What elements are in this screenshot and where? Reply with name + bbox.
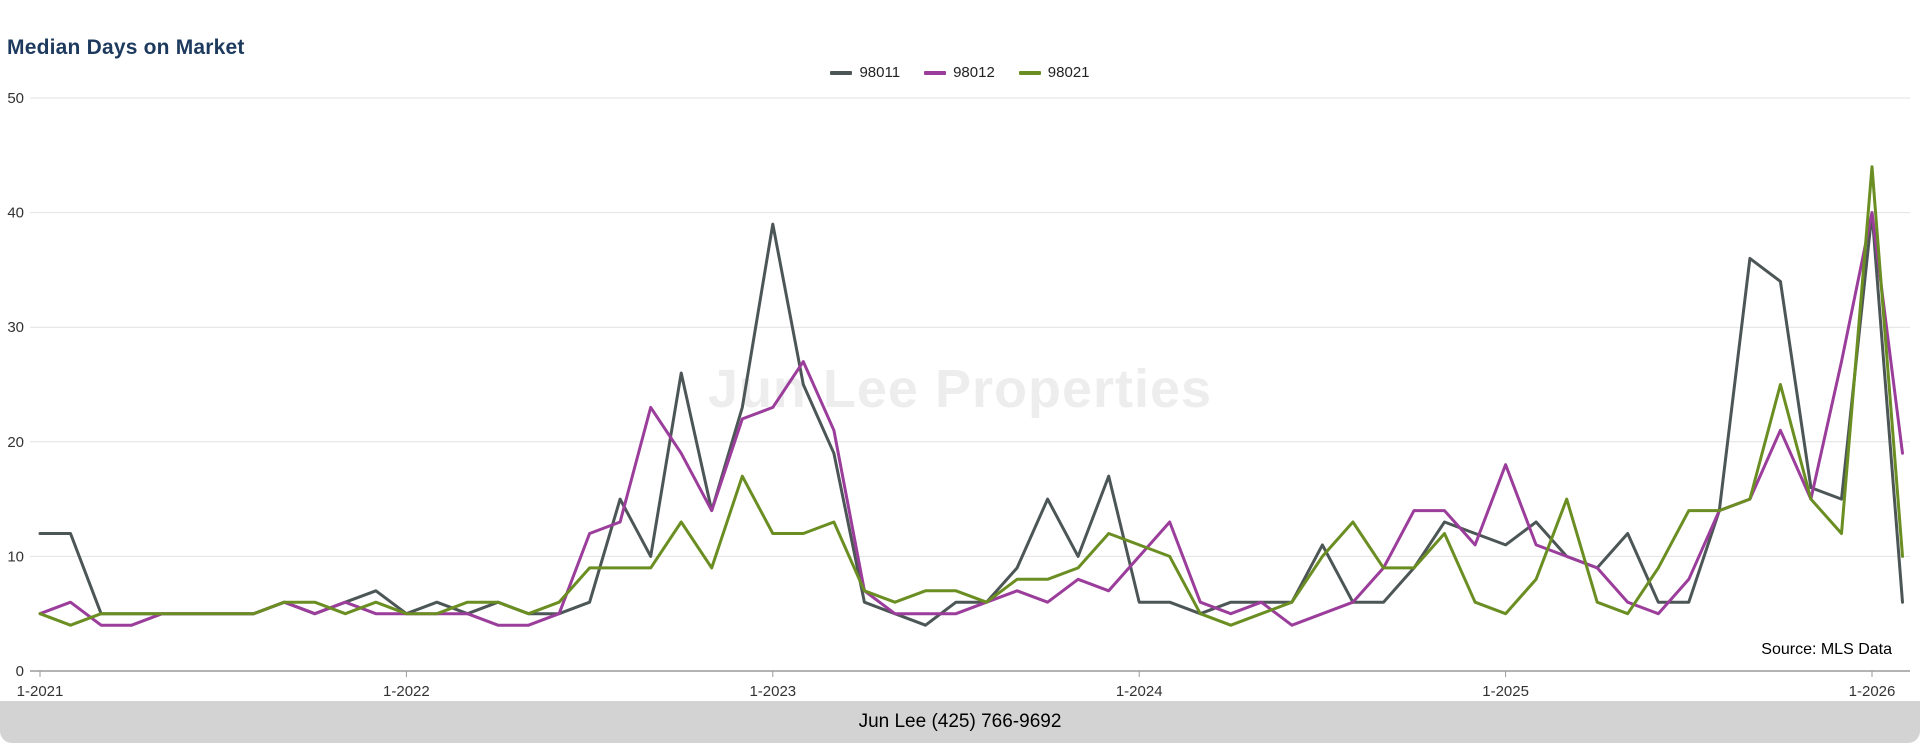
footer-contact-text: Jun Lee (425) 766-9692 [858, 711, 1062, 732]
legend-swatch-98011 [830, 70, 853, 75]
series-line-98012 [38, 211, 1904, 627]
y-tick-label: 40 [7, 205, 24, 222]
source-note: Source: MLS Data [1761, 641, 1892, 658]
watermark: Jun Lee Properties [707, 359, 1213, 419]
legend-item-98021[interactable]: 98021 [1018, 64, 1090, 81]
legend-label-98011: 98011 [859, 64, 901, 81]
x-tick-label: 1-2026 [1849, 683, 1896, 700]
legend-swatch-98021 [1018, 70, 1041, 75]
y-tick-label: 10 [7, 548, 24, 565]
legend-swatch-98012 [924, 70, 947, 75]
y-tick-label: 20 [7, 434, 24, 451]
y-tick-label: 50 [7, 90, 24, 107]
y-tick-label: 30 [7, 319, 24, 336]
x-tick-label: 1-2023 [749, 683, 796, 700]
legend-item-98012[interactable]: 98012 [924, 64, 995, 81]
x-tick-label: 1-2022 [383, 683, 430, 700]
x-tick-label: 1-2025 [1482, 683, 1529, 700]
x-tick-label: 1-2024 [1116, 683, 1163, 700]
x-tick-label: 1-2021 [17, 683, 64, 700]
legend-item-98011[interactable]: 98011 [830, 64, 900, 81]
chart-legend: 98011 98012 98021 [0, 64, 1920, 81]
y-tick-label: 0 [16, 663, 24, 680]
series-line-98011 [38, 211, 1904, 627]
legend-label-98012: 98012 [953, 64, 995, 81]
series-line-98021 [38, 165, 1904, 627]
legend-label-98021: 98021 [1047, 64, 1090, 81]
footer-bar: Jun Lee (425) 766-9692 [0, 701, 1920, 743]
chart-title: Median Days on Market [7, 36, 245, 59]
